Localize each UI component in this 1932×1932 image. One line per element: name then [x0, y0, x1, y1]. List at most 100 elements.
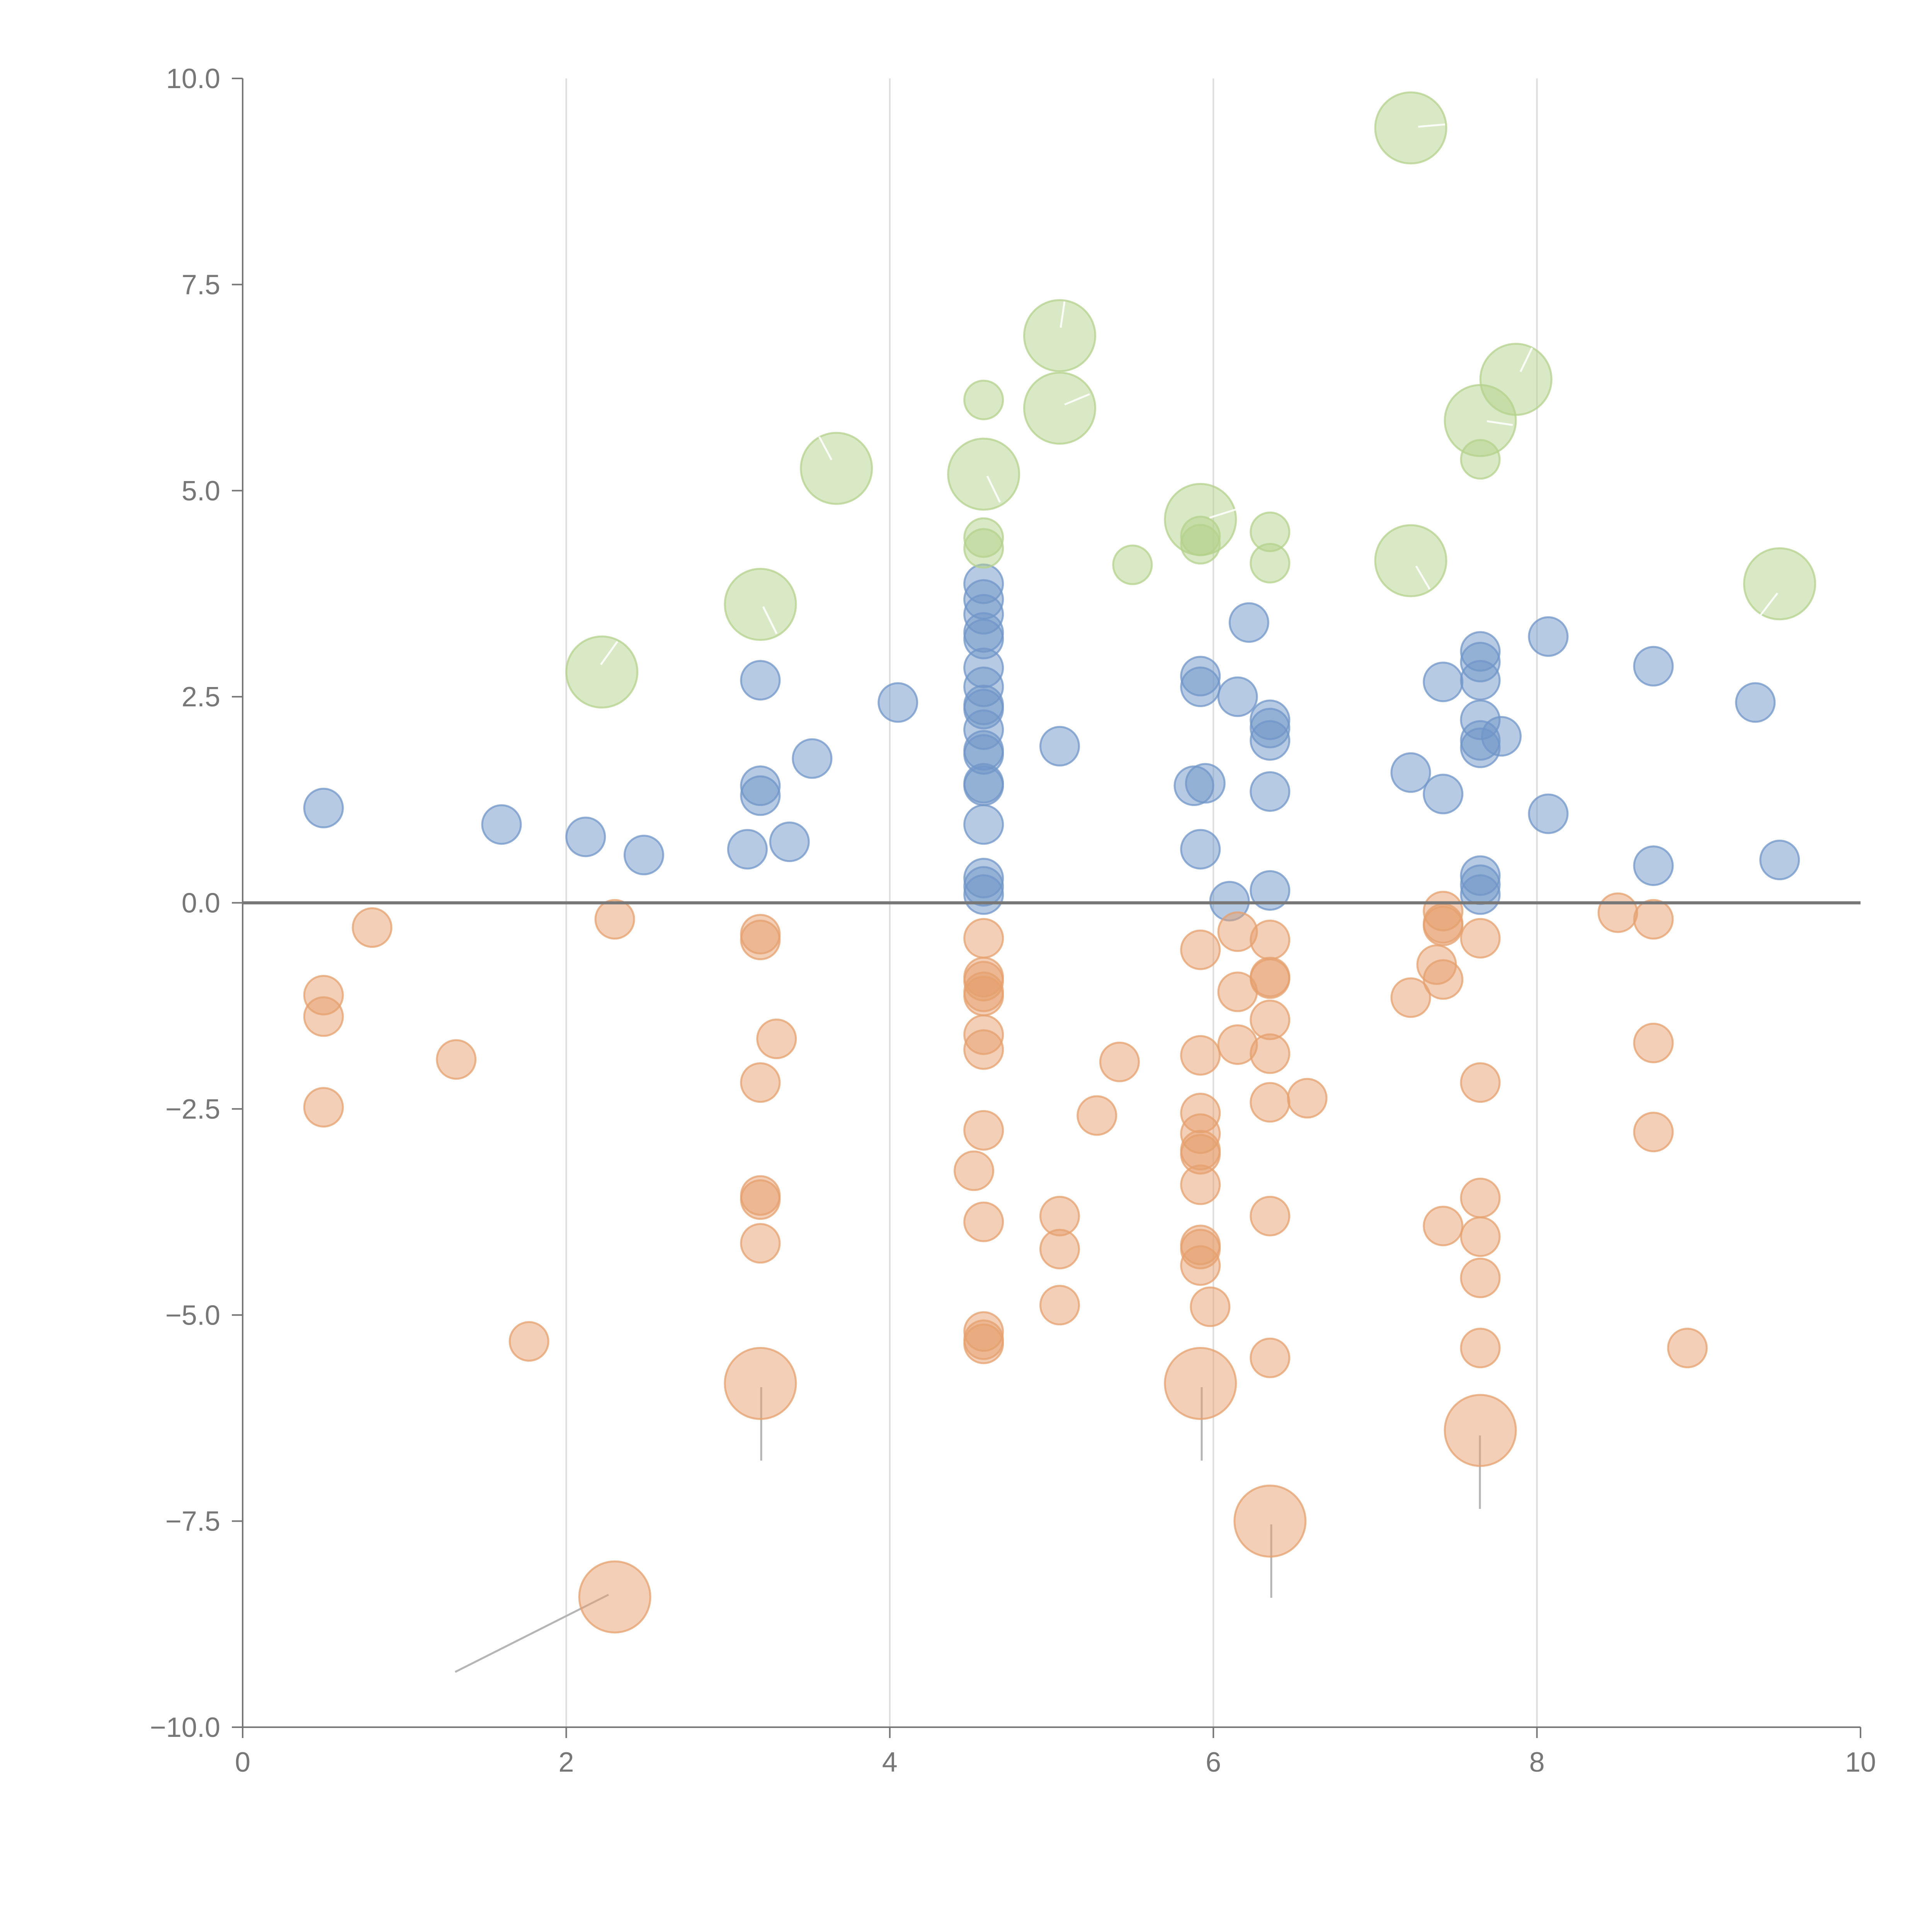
orange-point: [1180, 929, 1221, 970]
orange-point: [1460, 918, 1501, 959]
blue-point: [740, 660, 781, 701]
orange-point: [740, 1179, 781, 1220]
blue-point: [1423, 662, 1464, 702]
orange-point: [963, 1029, 1004, 1070]
blue-point: [1180, 667, 1221, 707]
blue-point: [1633, 646, 1674, 687]
blue-point: [481, 804, 522, 845]
blue-point: [1185, 763, 1226, 804]
orange-point: [724, 1347, 797, 1420]
blue-point: [565, 816, 606, 857]
blue-point: [303, 787, 344, 828]
highlight-stroke: [762, 606, 778, 634]
green-point: [1023, 299, 1096, 372]
highlight-stroke: [1209, 508, 1237, 519]
orange-point: [963, 918, 1004, 959]
orange-point: [1077, 1095, 1117, 1136]
orange-point: [1597, 892, 1638, 933]
orange-point: [1250, 920, 1291, 961]
green-point: [1374, 524, 1447, 597]
series-blue: [303, 563, 1800, 922]
series-orange: [303, 891, 1708, 1634]
x-tick-label: 6: [1206, 1747, 1221, 1778]
highlight-stroke: [1418, 123, 1446, 128]
blue-point: [1250, 771, 1291, 812]
y-tick-label: 2.5: [182, 682, 220, 713]
highlight-stroke: [600, 641, 619, 665]
blue-point: [1390, 752, 1431, 793]
x-tick-label: 10: [1845, 1747, 1876, 1778]
orange-point: [352, 907, 393, 948]
blue-point: [1528, 616, 1569, 657]
orange-point: [756, 1019, 797, 1060]
blue-point: [1250, 870, 1291, 911]
blue-point: [1180, 829, 1221, 870]
blue-point: [1250, 720, 1291, 761]
y-tick-label: 10.0: [166, 63, 220, 94]
orange-point: [1633, 1112, 1674, 1153]
orange-point: [1423, 905, 1464, 946]
blue-point: [1460, 660, 1501, 701]
orange-point: [1460, 1216, 1501, 1257]
axes: 10.0 7.5 5.0 2.5 0.0 −2.5 −5.0 −7.5 −10.0 0 2 4 6 8 10: [150, 63, 1876, 1778]
green-point: [1460, 439, 1501, 480]
blue-point: [769, 821, 810, 862]
highlight-stroke: [1757, 592, 1778, 619]
series-green: [565, 91, 1816, 709]
highlight-stroke: [818, 436, 833, 461]
green-point: [800, 432, 873, 505]
y-tick-label: 7.5: [182, 269, 220, 300]
highlight-stroke: [1519, 347, 1533, 372]
blue-point: [1528, 793, 1569, 834]
green-point: [724, 568, 797, 641]
green-point: [565, 635, 639, 709]
blue-point: [1633, 845, 1674, 886]
orange-point: [1667, 1328, 1708, 1369]
blue-point: [963, 874, 1004, 915]
orange-point: [954, 1150, 995, 1191]
green-point: [963, 528, 1004, 569]
orange-point: [1460, 1257, 1501, 1298]
orange-point: [1633, 899, 1674, 940]
blue-point: [963, 804, 1004, 845]
green-point: [1250, 543, 1291, 583]
orange-point: [1164, 1347, 1237, 1420]
y-tick-label: 5.0: [182, 476, 220, 507]
y-tick-label: −5.0: [165, 1300, 220, 1331]
blue-point: [1759, 840, 1800, 881]
green-point: [1112, 544, 1153, 585]
blue-point: [1228, 602, 1269, 643]
orange-point: [1233, 1485, 1307, 1558]
orange-point: [594, 899, 635, 940]
orange-point: [1039, 1229, 1080, 1270]
orange-point: [1250, 1082, 1291, 1123]
orange-point: [1250, 1033, 1291, 1074]
x-tick-label: 0: [235, 1747, 250, 1778]
highlight-stroke: [1415, 565, 1431, 590]
orange-point: [1180, 1164, 1221, 1205]
orange-point: [1423, 959, 1464, 1000]
orange-point: [578, 1560, 651, 1634]
orange-point: [963, 976, 1004, 1017]
orange-point: [740, 1062, 781, 1103]
green-point: [1180, 524, 1221, 565]
orange-point: [1390, 977, 1431, 1018]
blue-point: [792, 738, 833, 779]
orange-point: [303, 996, 344, 1037]
orange-point: [740, 1223, 781, 1264]
orange-point: [1099, 1041, 1140, 1082]
orange-point: [436, 1039, 477, 1080]
orange-point: [1633, 1022, 1674, 1063]
y-tick-label: −2.5: [165, 1094, 220, 1125]
green-point: [963, 379, 1004, 420]
green-point: [1374, 91, 1447, 165]
blue-point: [1217, 676, 1258, 717]
orange-point: [1460, 1062, 1501, 1103]
orange-point: [963, 1201, 1004, 1242]
orange-point: [509, 1321, 549, 1362]
x-tick-label: 8: [1529, 1747, 1545, 1778]
blue-point: [1039, 726, 1080, 767]
green-point: [947, 437, 1020, 511]
y-tick-label: 0.0: [182, 888, 220, 919]
